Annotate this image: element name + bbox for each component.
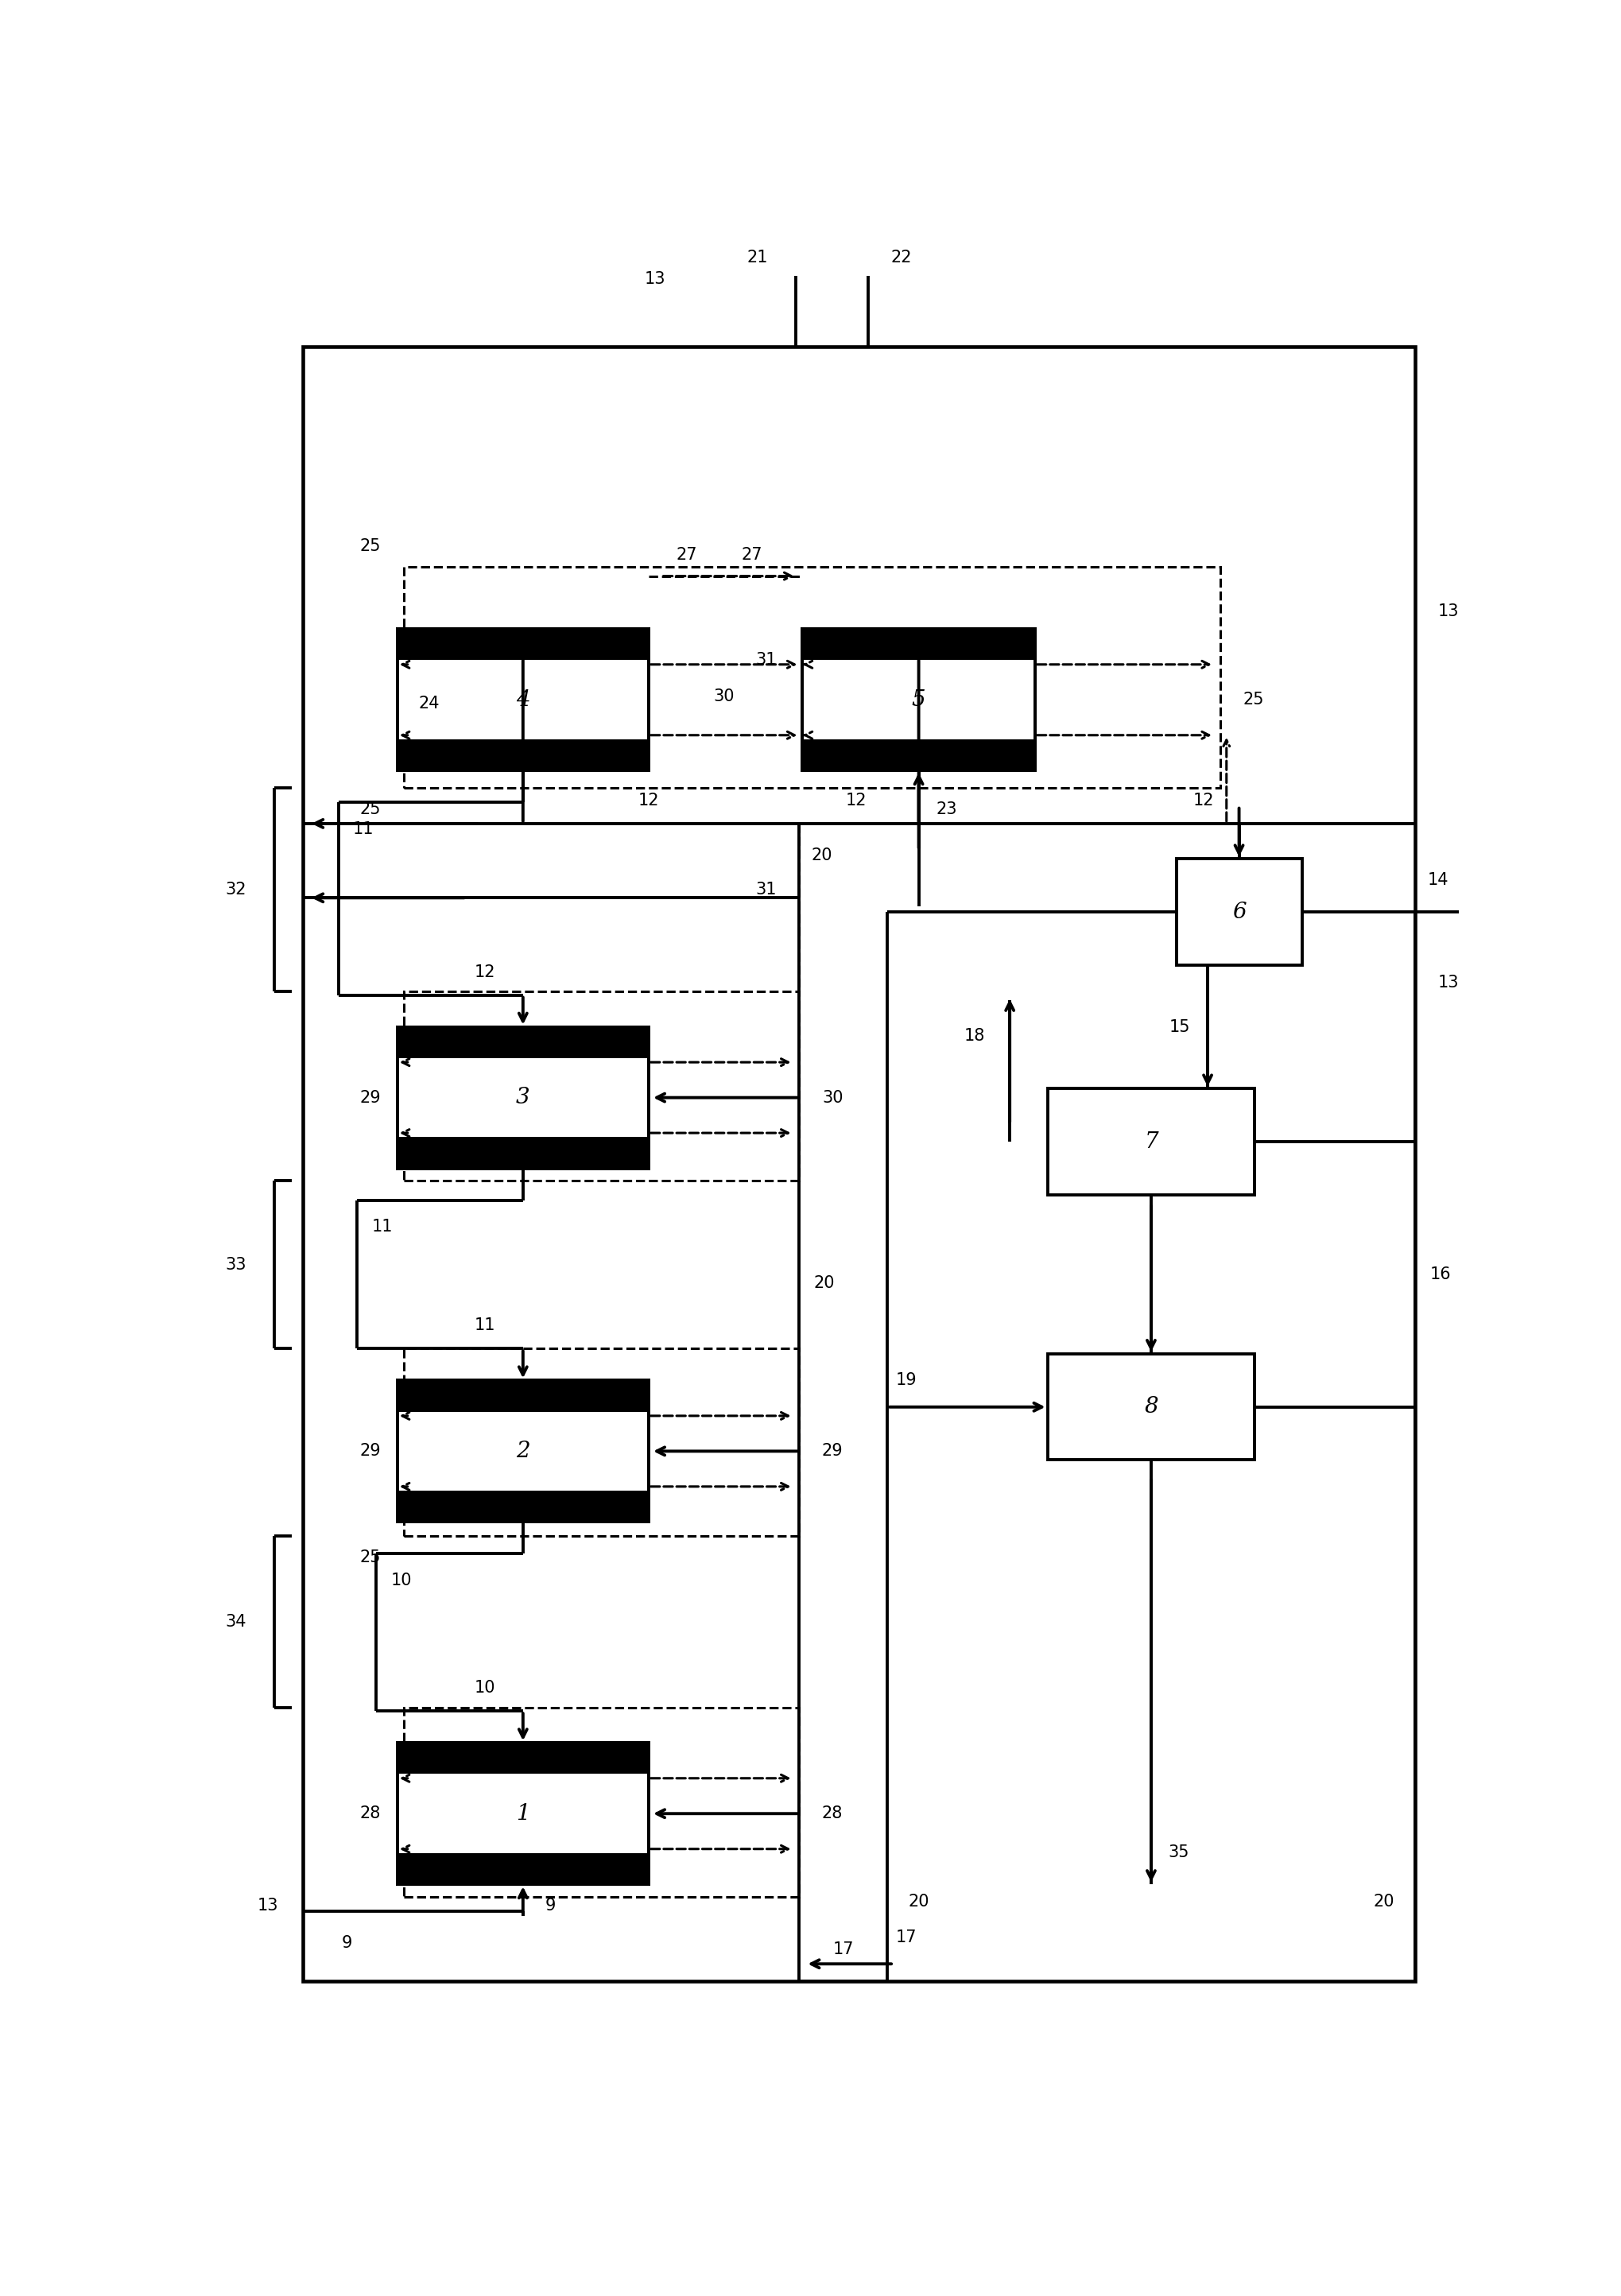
Text: 17: 17 bbox=[896, 1929, 916, 1945]
Text: 30: 30 bbox=[822, 1091, 843, 1107]
Bar bbox=[404, 567, 1221, 788]
Bar bbox=[397, 629, 648, 771]
Bar bbox=[1177, 859, 1302, 964]
Text: 12: 12 bbox=[639, 792, 660, 808]
Text: 25: 25 bbox=[360, 1550, 381, 1566]
Text: 9: 9 bbox=[342, 1936, 352, 1952]
Bar bbox=[397, 629, 648, 771]
Text: 9: 9 bbox=[545, 1896, 556, 1913]
Text: 28: 28 bbox=[360, 1805, 381, 1821]
Bar bbox=[397, 1026, 648, 1169]
Text: 29: 29 bbox=[822, 1444, 843, 1460]
Text: 32: 32 bbox=[225, 882, 246, 898]
Text: 1: 1 bbox=[515, 1802, 530, 1825]
Text: 12: 12 bbox=[846, 792, 866, 808]
Bar bbox=[397, 1490, 648, 1522]
Text: 14: 14 bbox=[1428, 872, 1449, 889]
Bar bbox=[404, 1708, 799, 1896]
Bar bbox=[802, 629, 1034, 771]
Bar bbox=[397, 1743, 648, 1885]
Bar bbox=[1047, 1088, 1255, 1194]
Bar bbox=[397, 1026, 648, 1058]
Bar bbox=[397, 629, 648, 661]
Text: 27: 27 bbox=[742, 546, 763, 563]
Text: 3: 3 bbox=[515, 1086, 530, 1109]
Text: 31: 31 bbox=[755, 882, 776, 898]
Text: 8: 8 bbox=[1144, 1396, 1157, 1417]
Text: 22: 22 bbox=[892, 250, 913, 266]
Text: 21: 21 bbox=[747, 250, 768, 266]
Text: 13: 13 bbox=[1438, 976, 1459, 990]
Text: 12: 12 bbox=[475, 964, 496, 980]
Text: 33: 33 bbox=[225, 1256, 246, 1272]
Bar bbox=[802, 629, 1034, 661]
Text: 13: 13 bbox=[645, 271, 665, 287]
Text: 30: 30 bbox=[713, 689, 734, 705]
Text: 18: 18 bbox=[964, 1029, 984, 1045]
Text: 34: 34 bbox=[225, 1614, 246, 1630]
Text: 17: 17 bbox=[833, 1942, 854, 1958]
Text: 11: 11 bbox=[475, 1318, 496, 1334]
Text: 11: 11 bbox=[353, 822, 374, 836]
Text: 10: 10 bbox=[391, 1573, 412, 1589]
Text: 20: 20 bbox=[1373, 1894, 1394, 1910]
Bar bbox=[802, 739, 1034, 771]
Bar bbox=[404, 992, 799, 1180]
Text: 4: 4 bbox=[515, 689, 530, 709]
Text: 23: 23 bbox=[935, 801, 956, 817]
Text: 31: 31 bbox=[755, 652, 776, 668]
Bar bbox=[1047, 1355, 1255, 1460]
Bar bbox=[802, 629, 1034, 771]
Text: 10: 10 bbox=[475, 1681, 496, 1697]
Text: 27: 27 bbox=[676, 546, 697, 563]
Text: 12: 12 bbox=[1193, 792, 1214, 808]
Bar bbox=[397, 1137, 648, 1169]
Text: 15: 15 bbox=[1169, 1019, 1190, 1035]
Bar bbox=[397, 1380, 648, 1522]
Text: 16: 16 bbox=[1430, 1267, 1451, 1283]
Text: 13: 13 bbox=[1438, 604, 1459, 620]
Text: 26: 26 bbox=[425, 634, 446, 650]
Text: 20: 20 bbox=[812, 847, 833, 863]
Bar bbox=[397, 739, 648, 771]
Bar bbox=[397, 1380, 648, 1522]
Text: 35: 35 bbox=[1169, 1844, 1190, 1860]
Text: 29: 29 bbox=[360, 1444, 381, 1460]
Text: 5: 5 bbox=[911, 689, 926, 709]
Bar bbox=[404, 1348, 799, 1536]
Bar bbox=[397, 1853, 648, 1885]
Text: 29: 29 bbox=[360, 1091, 381, 1107]
Bar bbox=[397, 1743, 648, 1775]
Bar bbox=[397, 1026, 648, 1169]
Text: 13: 13 bbox=[258, 1896, 279, 1913]
Text: 7: 7 bbox=[1144, 1132, 1157, 1153]
Text: 24: 24 bbox=[418, 696, 439, 712]
Bar bbox=[397, 1743, 648, 1885]
Text: 6: 6 bbox=[1232, 902, 1247, 923]
Text: 25: 25 bbox=[360, 537, 381, 553]
Bar bbox=[303, 347, 1415, 1981]
Text: 20: 20 bbox=[814, 1274, 835, 1290]
Text: 2: 2 bbox=[515, 1440, 530, 1463]
Text: 28: 28 bbox=[822, 1805, 843, 1821]
Bar bbox=[397, 1380, 648, 1412]
Text: 25: 25 bbox=[360, 801, 381, 817]
Text: 25: 25 bbox=[1243, 691, 1264, 707]
Text: 11: 11 bbox=[371, 1219, 392, 1235]
Text: 20: 20 bbox=[908, 1894, 929, 1910]
Text: 19: 19 bbox=[895, 1373, 917, 1389]
